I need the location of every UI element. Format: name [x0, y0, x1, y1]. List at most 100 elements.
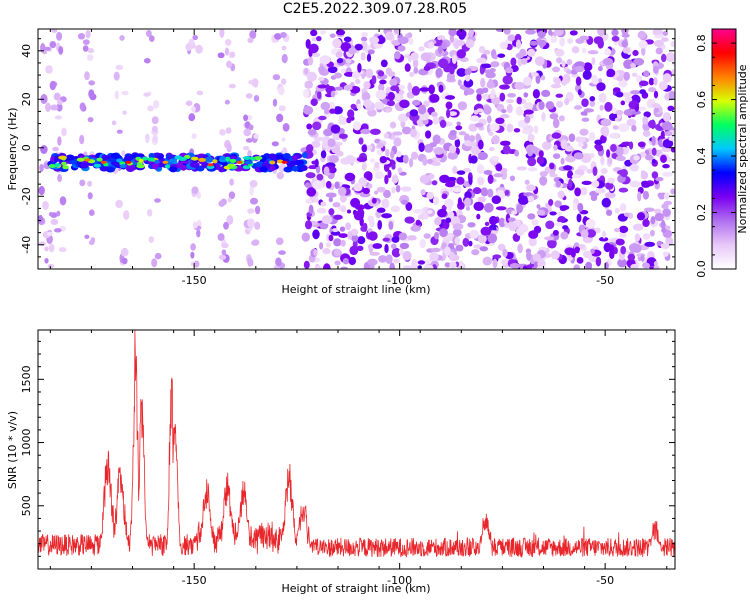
heatmap-noise-cell: [471, 249, 480, 256]
heatmap-noise-cell: [495, 117, 505, 125]
colorbar-ticks: 0.0 0.2 0.4 0.6 0.8: [695, 28, 736, 278]
heatmap-noise-cell: [417, 260, 426, 265]
heatmap-noise-cell: [369, 128, 381, 135]
heatmap-noise-cell: [328, 102, 336, 111]
heatmap-noise-cell: [652, 65, 659, 74]
heatmap-noise-cell: [538, 100, 545, 111]
heatmap-signal-cell: [291, 155, 299, 161]
heatmap-signal-cell: [176, 162, 183, 169]
heatmap-noise-cell: [429, 252, 439, 262]
heatmap-noise-cell: [662, 163, 670, 169]
heatmap-noise-cell: [192, 34, 199, 41]
heatmap-noise-cell: [444, 246, 451, 257]
heatmap-noise-cell: [431, 180, 438, 186]
heatmap-noise-cell: [328, 208, 335, 216]
heatmap-noise-cell: [370, 158, 376, 163]
heatmap-noise-cell: [611, 29, 619, 37]
heatmap-noise-cell: [552, 153, 561, 159]
heatmap-noise-cell: [619, 203, 627, 212]
heatmap-noise-cell: [620, 100, 626, 106]
heatmap-noise-cell: [645, 154, 654, 161]
heatmap-noise-cell: [304, 220, 313, 230]
heatmap-signal-cell: [101, 154, 108, 161]
heatmap-noise-cell: [325, 242, 332, 248]
heatmap-noise-cell: [594, 227, 601, 234]
heatmap-noise-cell: [485, 71, 496, 79]
heatmap-noise-cell: [350, 197, 361, 208]
heatmap-noise-cell: [143, 92, 151, 97]
heatmap-noise-cell: [641, 45, 646, 56]
heatmap-noise-cell: [661, 203, 669, 210]
heatmap-signal-cell: [198, 157, 207, 162]
heatmap-noise-cell: [335, 51, 343, 59]
heatmap-signal-cell: [107, 158, 117, 162]
heatmap-noise-cell: [61, 127, 67, 137]
heatmap-noise-cell: [613, 247, 618, 255]
heatmap-noise-cell: [329, 108, 336, 114]
heatmap-noise-cell: [333, 248, 341, 257]
heatmap-noise-cell: [642, 190, 649, 200]
heatmap-noise-cell: [402, 250, 412, 261]
heatmap-signal-peak: [207, 163, 214, 167]
heatmap-signal-cell: [286, 161, 296, 167]
heatmap-noise-cell: [582, 250, 592, 259]
heatmap-noise-cell: [391, 186, 396, 194]
heatmap-noise-cell: [517, 243, 523, 254]
snr-y-tick-label: 1500: [20, 365, 33, 393]
heatmap-noise-cell: [574, 187, 581, 197]
heatmap-noise-cell: [432, 116, 440, 125]
heatmap-noise-cell: [317, 76, 325, 81]
heatmap-noise-cell: [602, 57, 614, 66]
heatmap-noise-cell: [607, 244, 615, 252]
heatmap-noise-cell: [350, 228, 359, 236]
heatmap-noise-cell: [323, 109, 330, 115]
heatmap-noise-cell: [389, 121, 397, 129]
heatmap-noise-cell: [151, 125, 158, 133]
heatmap-noise-cell: [303, 260, 310, 269]
heatmap-noise-cell: [311, 36, 318, 42]
heatmap-noise-cell: [516, 203, 524, 214]
heatmap-noise-cell: [195, 44, 203, 54]
heatmap-noise-cell: [642, 233, 651, 240]
heatmap-noise-cell: [390, 205, 401, 213]
heatmap-noise-cell: [51, 29, 58, 33]
heatmap-noise-cell: [377, 219, 383, 230]
heatmap-y-tick-label: 20: [20, 92, 33, 106]
heatmap-noise-cell: [428, 173, 435, 180]
heatmap-noise-cell: [243, 128, 251, 137]
heatmap-noise-cell: [483, 169, 493, 176]
heatmap-noise-cell: [316, 35, 322, 42]
heatmap-noise-cell: [449, 251, 455, 260]
heatmap-noise-cell: [539, 175, 548, 186]
heatmap-noise-cell: [373, 190, 379, 195]
heatmap-noise-cell: [312, 180, 324, 190]
heatmap-noise-cell: [444, 95, 456, 100]
heatmap-noise-cell: [248, 124, 254, 131]
heatmap-noise-cell: [605, 182, 614, 190]
heatmap-noise-cell: [338, 133, 348, 139]
heatmap-noise-cell: [366, 53, 372, 62]
heatmap-noise-cell: [473, 201, 484, 212]
heatmap-noise-cell: [434, 217, 442, 226]
heatmap-signal-cell: [212, 159, 218, 164]
heatmap-signal-cell: [164, 164, 171, 169]
heatmap-noise-cell: [338, 233, 348, 239]
heatmap-noise-cell: [349, 245, 359, 256]
heatmap-noise-cell: [278, 86, 285, 96]
heatmap-noise-cell: [608, 158, 613, 164]
heatmap-noise-cell: [463, 133, 471, 142]
heatmap-noise-cell: [462, 237, 470, 247]
heatmap-noise-cell: [498, 217, 506, 228]
heatmap-noise-cell: [446, 71, 455, 82]
heatmap-noise-cell: [227, 197, 232, 203]
heatmap-noise-cell: [50, 104, 59, 111]
heatmap-noise-cell: [330, 90, 336, 98]
heatmap-noise-cell: [325, 180, 332, 189]
heatmap-noise-cell: [467, 222, 476, 228]
heatmap-noise-cell: [507, 34, 516, 42]
heatmap-noise-cell: [52, 146, 59, 152]
heatmap-noise-cell: [527, 167, 538, 172]
heatmap-noise-cell: [598, 92, 607, 103]
heatmap-noise-cell: [608, 133, 620, 139]
heatmap-noise-cell: [145, 138, 150, 144]
